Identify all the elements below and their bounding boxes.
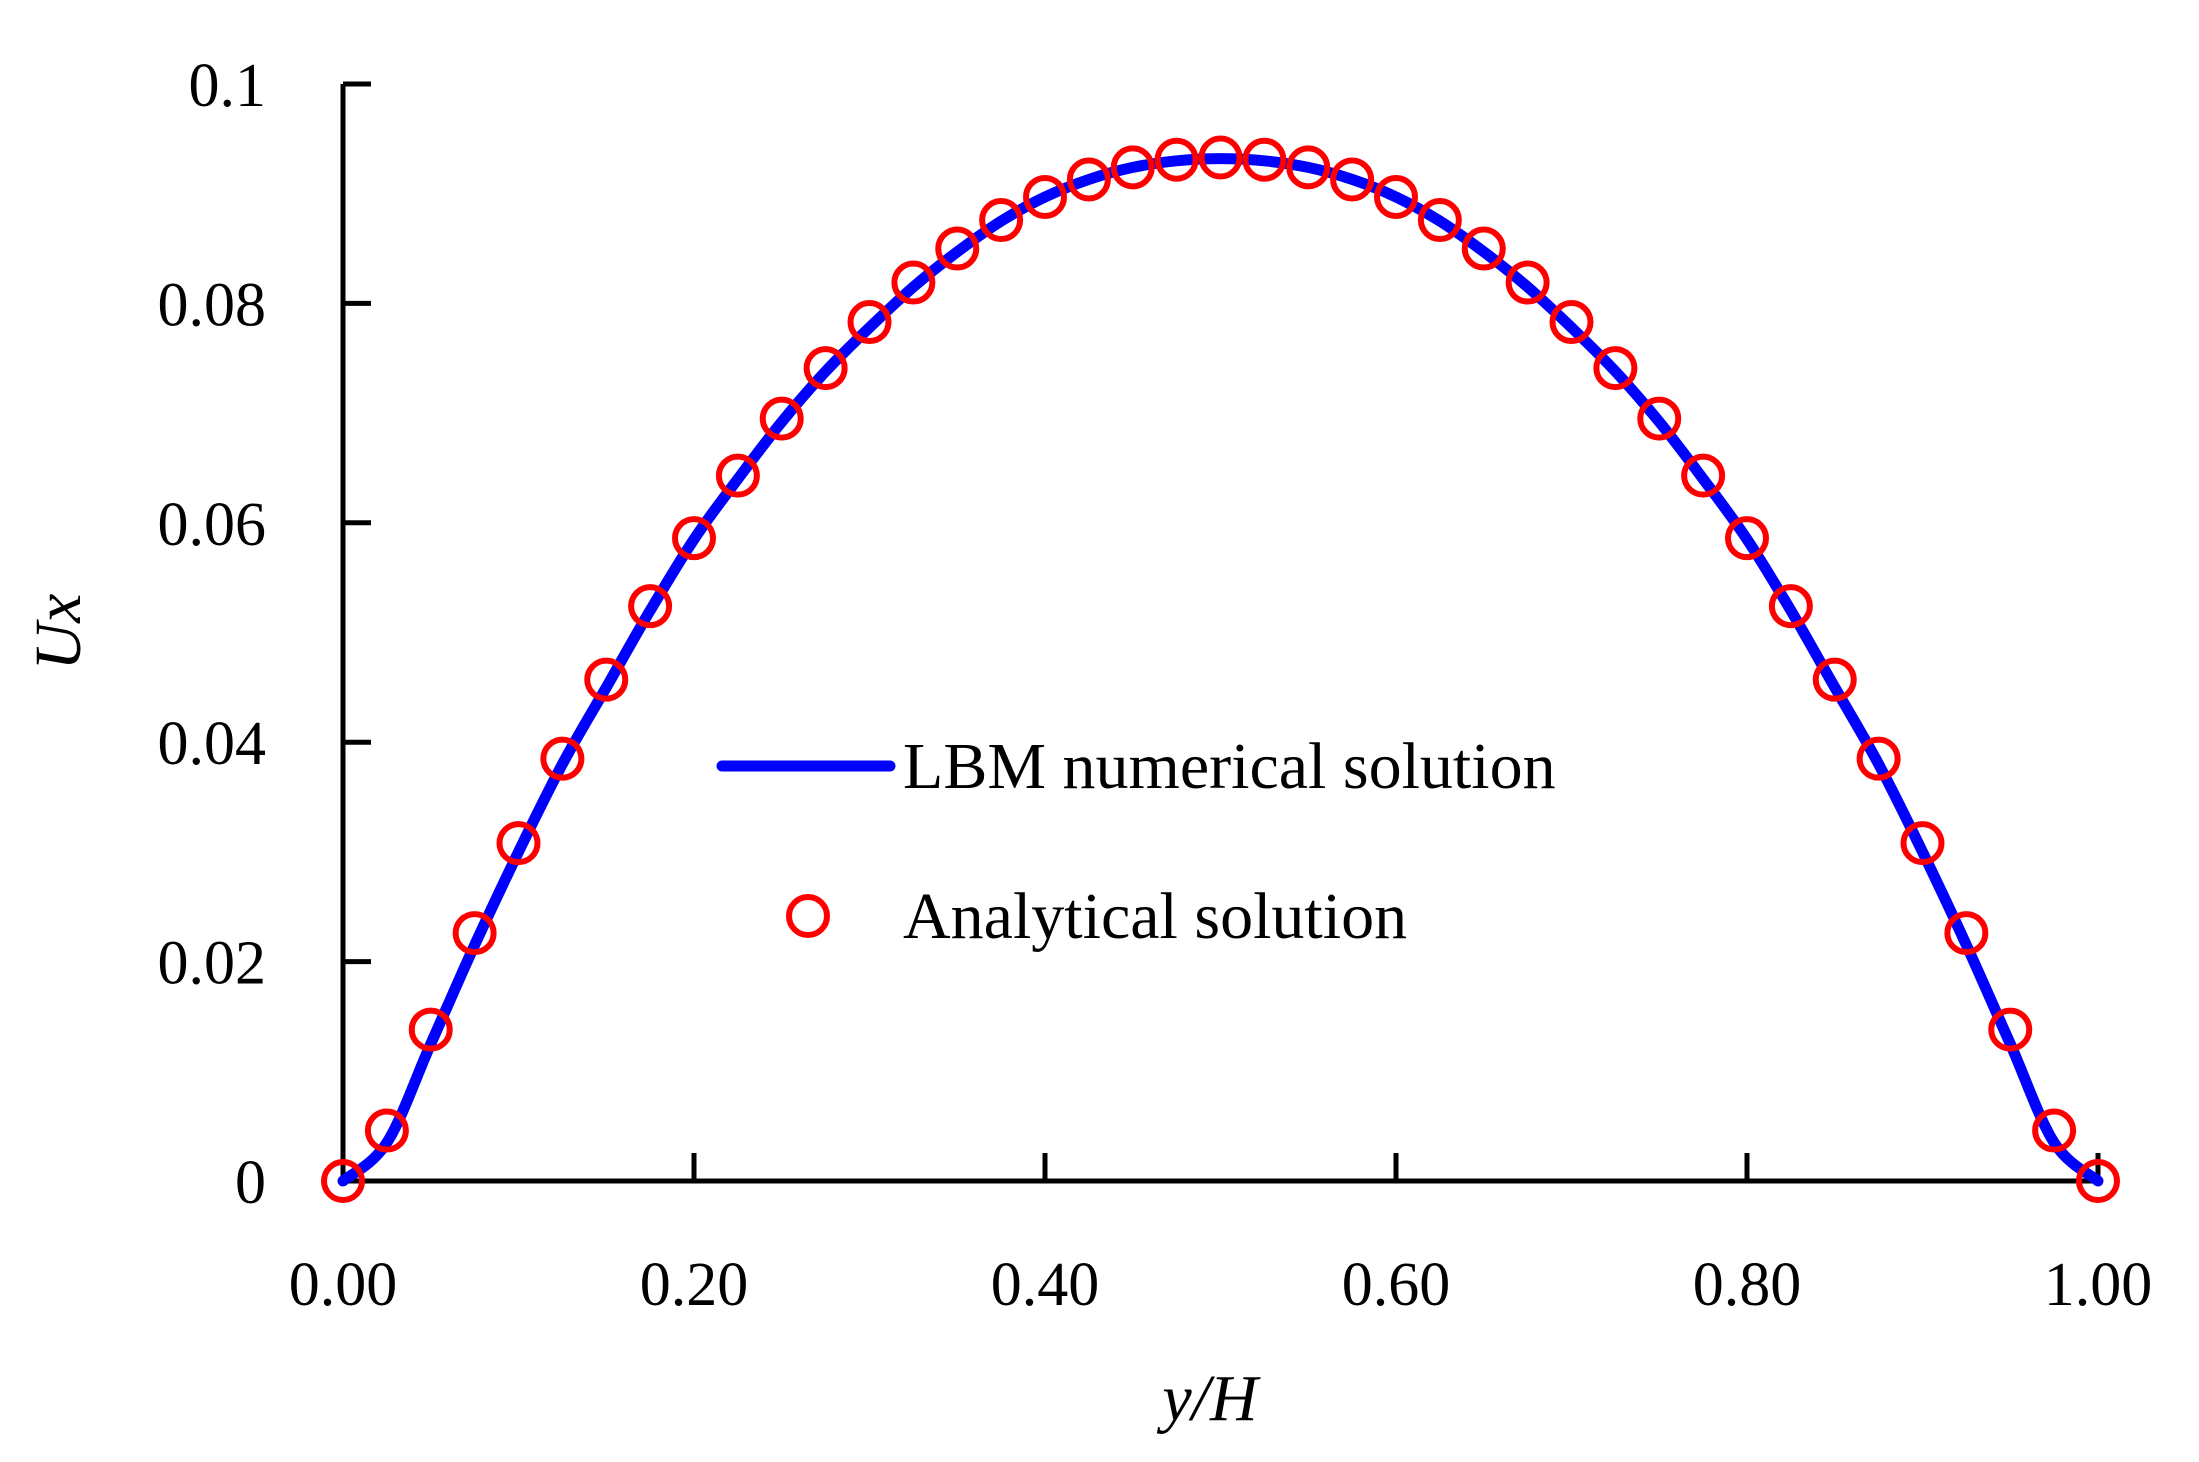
x-tick-label: 0.60 (1342, 1251, 1451, 1319)
x-tick-label: 0.00 (289, 1251, 398, 1319)
data-point-analytical (1768, 584, 1813, 629)
x-tick-label: 1.00 (2044, 1251, 2153, 1319)
data-point-analytical (1198, 135, 1243, 180)
data-point-analytical (364, 1108, 409, 1153)
axes: 0 0.02 0.04 0.06 0.08 0.1 0.00 0.20 0.40 0.60 0.80… (158, 52, 2153, 1319)
data-point-analytical (1637, 396, 1682, 441)
y-axis-title: Ux (22, 594, 95, 671)
data-point-analytical (1374, 174, 1418, 219)
data-point-analytical (2032, 1108, 2077, 1153)
x-axis-title: y/H (1156, 1362, 1261, 1435)
y-tick-label: 0 (235, 1149, 266, 1217)
data-point-analytical (1725, 516, 1769, 561)
legend: LBM numerical solution Analytical soluti… (716, 730, 1556, 953)
data-point-analytical (496, 821, 541, 866)
data-point-analytical (1812, 657, 1857, 702)
data-point-analytical (452, 911, 497, 956)
data-point-analytical (2076, 1159, 2120, 1203)
data-point-analytical (1286, 145, 1331, 190)
data-point-analytical (584, 657, 629, 702)
data-point-analytical (540, 736, 585, 781)
data-point-analytical (1505, 260, 1550, 305)
data-point-analytical (891, 260, 936, 305)
data-point-analytical (1900, 821, 1945, 866)
data-point-analytical (1417, 198, 1462, 243)
data-point-analytical (1461, 226, 1506, 271)
data-point-analytical (1023, 174, 1067, 219)
data-point-analytical (1242, 137, 1287, 182)
y-tick-label: 0.08 (158, 271, 267, 339)
data-point-analytical (759, 396, 804, 441)
data-point-analytical (715, 453, 760, 498)
data-point-analytical (672, 516, 716, 561)
data-point-analytical (1154, 137, 1199, 182)
y-tick-label: 0.02 (158, 930, 267, 998)
data-point-analytical (935, 226, 980, 271)
data-point-analytical (1066, 157, 1111, 202)
legend-label-analytical: Analytical solution (903, 880, 1407, 953)
series-line-lbm (337, 153, 2104, 1187)
data-point-analytical (1856, 736, 1901, 781)
data-point-analytical (628, 584, 673, 629)
plot-area (321, 135, 2120, 1203)
data-point-analytical (1330, 157, 1375, 202)
y-tick-label: 0.06 (158, 491, 267, 559)
data-point-analytical (1988, 1007, 2033, 1052)
x-tick-label: 0.20 (640, 1251, 749, 1319)
legend-label-lbm: LBM numerical solution (903, 730, 1556, 803)
x-tick-label: 0.40 (991, 1251, 1100, 1319)
data-point-analytical (1593, 346, 1638, 391)
data-point-analytical (1681, 453, 1726, 498)
y-tick-label: 0.04 (158, 710, 267, 778)
y-tick-label: 0.1 (189, 52, 267, 120)
data-point-analytical (803, 346, 848, 391)
data-point-analytical (1110, 145, 1155, 190)
data-point-analytical (321, 1159, 365, 1203)
data-point-analytical (847, 300, 892, 345)
data-point-analytical (979, 198, 1024, 243)
data-point-analytical (1944, 911, 1989, 956)
legend-marker-analytical (786, 894, 830, 938)
x-tick-label: 0.80 (1693, 1251, 1802, 1319)
data-point-analytical (1549, 300, 1594, 345)
data-point-analytical (408, 1007, 453, 1052)
